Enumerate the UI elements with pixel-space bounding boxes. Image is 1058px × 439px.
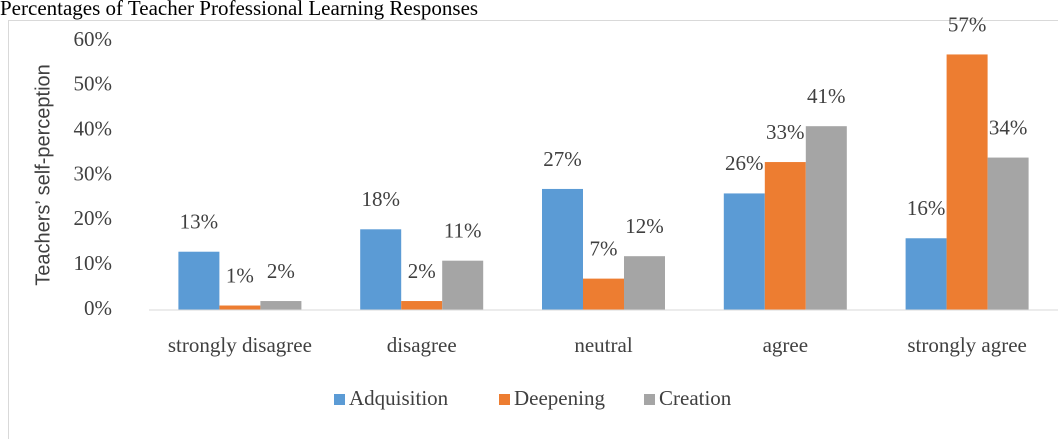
data-label: 1%: [226, 263, 254, 287]
y-tick-label: 10%: [74, 251, 113, 275]
bar: [905, 238, 947, 310]
legend-swatch: [334, 394, 345, 405]
data-label: 13%: [180, 210, 219, 234]
data-label: 18%: [361, 187, 400, 211]
bar: [219, 305, 261, 310]
chart-title: Percentages of Teacher Professional Lear…: [0, 0, 478, 20]
bar: [987, 157, 1029, 310]
y-tick-label: 60%: [74, 27, 113, 51]
legend-swatch: [644, 394, 655, 405]
x-tick-label: disagree: [387, 333, 457, 357]
data-label: 11%: [444, 218, 482, 242]
legend-swatch: [499, 394, 510, 405]
data-label: 12%: [625, 214, 664, 238]
data-label: 16%: [907, 196, 946, 220]
data-label: 41%: [807, 84, 846, 108]
data-label: 27%: [543, 147, 582, 171]
y-tick-label: 30%: [74, 161, 113, 185]
bar: [764, 162, 806, 310]
data-label: 2%: [267, 259, 295, 283]
y-tick-label: 50%: [74, 72, 113, 96]
bar: [583, 278, 624, 310]
y-tick-label: 40%: [74, 116, 113, 140]
data-label: 26%: [725, 151, 764, 175]
bar: [805, 126, 847, 310]
bar: [360, 229, 402, 310]
chart-frame: [8, 20, 1058, 439]
data-label: 34%: [989, 115, 1028, 139]
bar: [401, 301, 443, 310]
y-tick-label: 0%: [84, 296, 112, 320]
bar: [624, 256, 665, 310]
bar: [542, 188, 583, 310]
data-label: 7%: [590, 236, 618, 260]
bar: [946, 54, 988, 311]
legend-label: Deepening: [514, 386, 605, 410]
legend-label: Creation: [659, 386, 732, 410]
x-tick-label: agree: [763, 333, 808, 357]
data-label: 33%: [766, 120, 805, 144]
bar: [178, 251, 220, 310]
bar: [442, 260, 484, 310]
bar: [723, 193, 765, 310]
y-tick-label: 20%: [74, 206, 113, 230]
x-tick-label: strongly disagree: [168, 333, 312, 357]
legend-label: Adquisition: [349, 386, 449, 410]
bar: [260, 301, 302, 310]
x-tick-label: neutral: [574, 333, 632, 357]
data-label: 57%: [948, 12, 987, 36]
y-axis-label: Teachers’ self-perception: [32, 64, 54, 286]
x-tick-label: strongly agree: [907, 333, 1027, 357]
data-label: 2%: [408, 259, 436, 283]
